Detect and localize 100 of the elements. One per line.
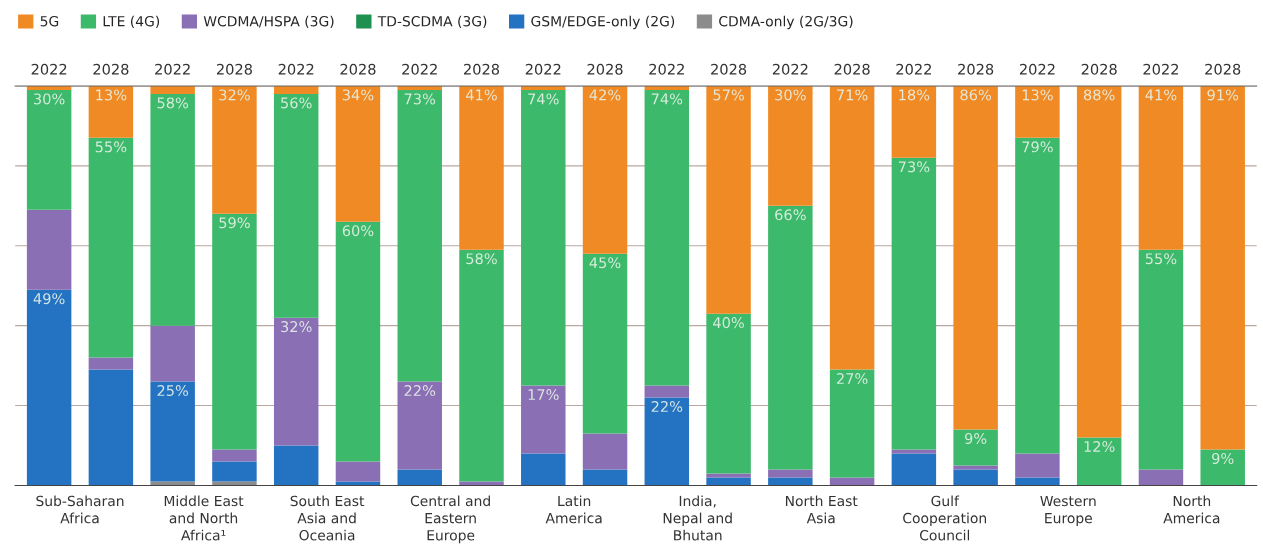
bar xyxy=(891,453,937,486)
bar xyxy=(150,93,195,326)
text: South East Asia and Oceania xyxy=(290,495,365,541)
data-label: 86% xyxy=(960,89,992,101)
data-label: 17% xyxy=(528,389,559,401)
x-tick-label: 2028 xyxy=(958,63,994,75)
bar xyxy=(521,453,566,486)
text: Central and Eastern Europe xyxy=(410,495,490,544)
bar xyxy=(273,445,319,486)
bar xyxy=(335,481,381,486)
x-tick-label: 2028 xyxy=(834,63,870,75)
data-label: 55% xyxy=(1145,253,1177,265)
bar xyxy=(768,85,813,206)
legend-label: GSM/EDGE-only (2G) xyxy=(531,15,675,30)
text: India, Nepal and Bhutan xyxy=(663,495,732,541)
data-label: 79% xyxy=(1022,141,1053,153)
data-label: 58% xyxy=(157,97,189,109)
bar xyxy=(273,93,319,318)
data-label: 30% xyxy=(775,89,806,101)
x-tick-label: 2028 xyxy=(464,63,500,75)
legend-label: 5G xyxy=(40,15,59,27)
bar xyxy=(521,89,566,386)
data-label: 88% xyxy=(1083,89,1115,101)
bar xyxy=(829,477,875,486)
bar xyxy=(150,481,195,486)
bar xyxy=(26,289,72,486)
bar xyxy=(1200,449,1245,486)
bar xyxy=(1138,85,1184,250)
x-tick-label: 2022 xyxy=(402,63,437,75)
x-tick-label: 2028 xyxy=(1205,63,1241,75)
data-label: 73% xyxy=(404,93,436,105)
x-tick-label: 2028 xyxy=(216,63,252,75)
bar xyxy=(1015,85,1060,138)
data-label: 42% xyxy=(589,89,621,101)
x-tick-label: 2022 xyxy=(31,63,67,75)
bar xyxy=(88,369,134,486)
bar xyxy=(644,89,690,386)
data-label: 41% xyxy=(1145,89,1177,101)
bar xyxy=(644,397,690,486)
legend-label: CDMA-only (2G/3G) xyxy=(719,15,853,30)
bar xyxy=(891,157,937,450)
bar xyxy=(150,381,195,482)
x-tick-label: 2022 xyxy=(1143,63,1179,75)
data-label: 32% xyxy=(281,321,312,333)
data-label: 73% xyxy=(898,161,930,173)
data-label: 41% xyxy=(466,89,497,101)
bar xyxy=(397,89,442,382)
text: North East Asia xyxy=(785,495,858,524)
bar xyxy=(335,461,381,482)
data-label: 9% xyxy=(1212,452,1234,464)
bar xyxy=(521,385,566,454)
bar xyxy=(1200,85,1245,450)
data-label: 40% xyxy=(713,317,744,329)
data-label: 22% xyxy=(404,385,436,397)
data-label: 27% xyxy=(836,373,868,385)
x-tick-label: 2022 xyxy=(155,63,190,75)
data-label: 71% xyxy=(837,89,868,101)
bar xyxy=(582,253,628,434)
data-label: 66% xyxy=(775,209,806,221)
bar xyxy=(706,473,751,478)
x-tick-label: 2022 xyxy=(649,63,684,75)
bar xyxy=(891,85,937,158)
data-label: 57% xyxy=(713,89,744,101)
data-label: 32% xyxy=(219,89,250,101)
data-label: 34% xyxy=(342,89,374,101)
data-label: 12% xyxy=(1084,440,1115,452)
bar xyxy=(768,477,813,486)
x-tick-label: 2022 xyxy=(772,63,808,75)
bar xyxy=(88,137,134,358)
bar xyxy=(397,381,442,470)
x-tick-label: 2028 xyxy=(340,63,376,75)
data-label: 60% xyxy=(342,225,374,237)
x-tick-label: 2022 xyxy=(278,63,314,75)
bar xyxy=(88,357,134,370)
bar xyxy=(459,249,504,482)
x-tick-label: 2028 xyxy=(1081,63,1117,75)
data-label: 45% xyxy=(589,257,621,269)
bar xyxy=(273,317,319,446)
bar xyxy=(1015,453,1060,478)
bar xyxy=(1076,85,1122,438)
data-label: 13% xyxy=(1022,89,1053,101)
bar xyxy=(459,85,504,250)
data-label: 49% xyxy=(33,293,65,305)
bar xyxy=(953,85,998,430)
legend-label: LTE (4G) xyxy=(103,15,160,29)
bar xyxy=(1138,469,1184,486)
data-label: 74% xyxy=(651,93,683,105)
text: Sub-Saharan Africa xyxy=(36,495,124,524)
bar xyxy=(1076,437,1122,486)
bar xyxy=(829,85,875,370)
x-tick-label: 2028 xyxy=(587,63,623,75)
bar xyxy=(829,369,875,478)
legend-label: TD-SCDMA (3G) xyxy=(377,15,487,29)
bar xyxy=(953,465,998,470)
text: Western Europe xyxy=(1040,495,1096,527)
data-label: 55% xyxy=(95,141,127,153)
bar xyxy=(459,481,504,486)
bar xyxy=(335,221,381,462)
x-tick-label: 2028 xyxy=(711,63,747,75)
bar xyxy=(150,325,195,382)
